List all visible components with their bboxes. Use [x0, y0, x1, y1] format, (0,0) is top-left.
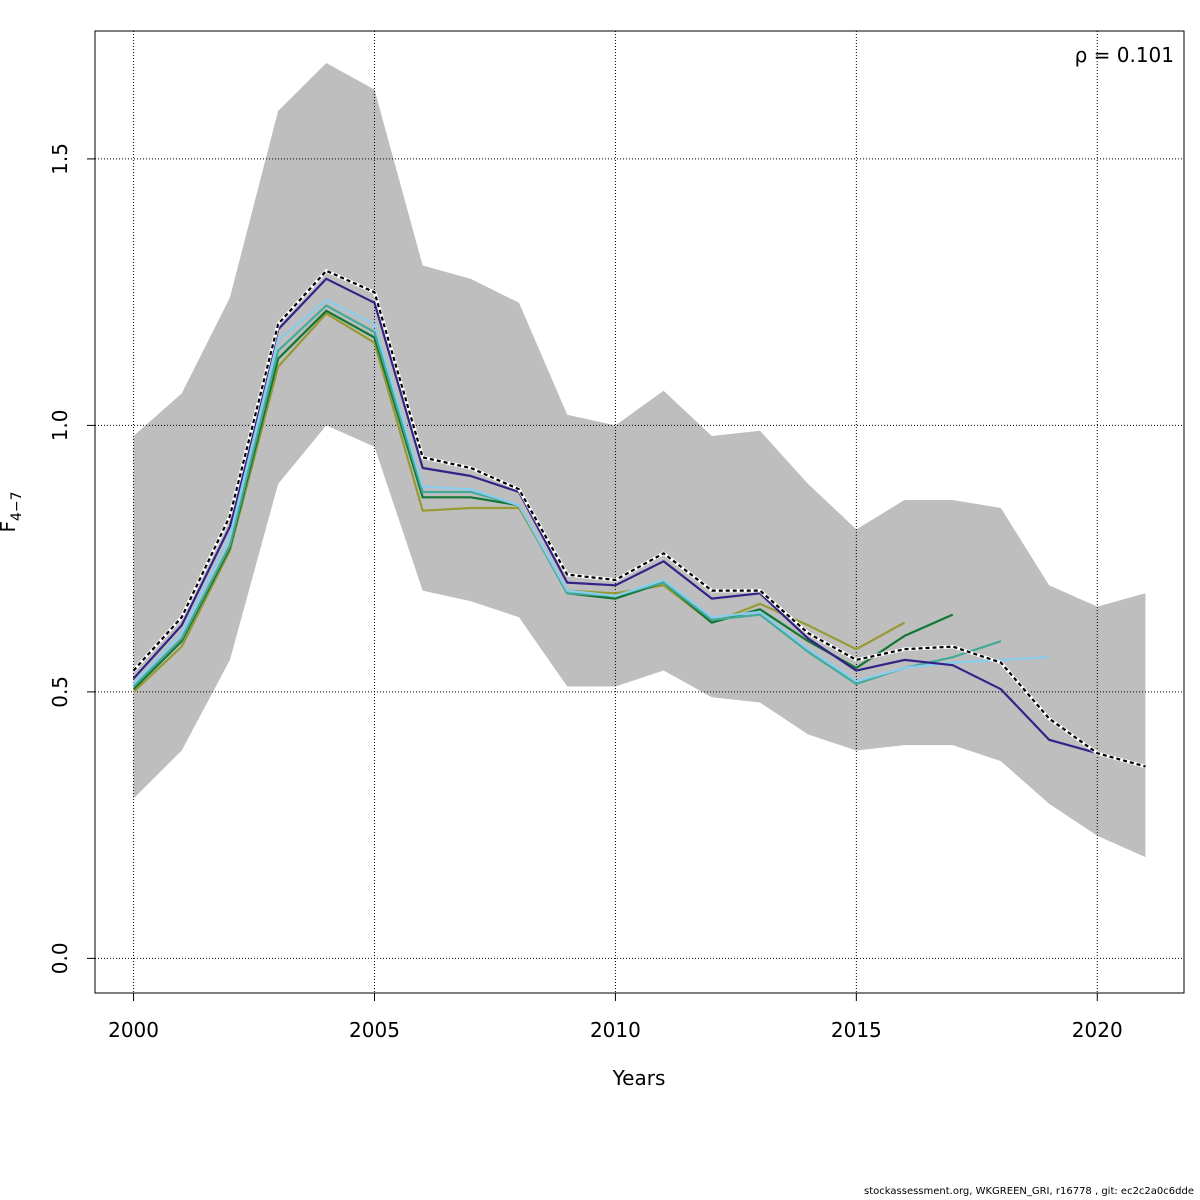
series-line-1 [132, 277, 1098, 755]
series-line-5 [132, 312, 906, 693]
y-tick-label-0.5: 0.5 [48, 676, 72, 708]
series-line-0 [132, 269, 1146, 768]
confidence-band-layer [133, 62, 1146, 858]
confidence-band [133, 62, 1146, 858]
grid-layer [95, 31, 1184, 993]
series-line-2 [132, 299, 1050, 685]
x-tick-label-2000: 2000 [108, 1018, 159, 1042]
y-axis-title-subscript: 4−7 [9, 491, 25, 521]
plot-frame [94, 30, 1185, 994]
series-layer [132, 269, 1146, 769]
x-axis-title: Years [612, 1066, 666, 1090]
y-axis-title-main: F [0, 521, 20, 533]
x-tick-label-2020: 2020 [1072, 1018, 1123, 1042]
axis-layer: 2000 2005 2010 2015 2020 0.0 0.5 1.0 1.5 [48, 30, 1185, 1042]
y-tick-label-1.0: 1.0 [48, 409, 72, 441]
rho-annotation: ρ = 0.101 [1075, 43, 1174, 67]
footer-credit: stockassessment.org, WKGREEN_GRI, r16778… [864, 1186, 1194, 1197]
x-tick-label-2005: 2005 [349, 1018, 400, 1042]
x-tick-label-2015: 2015 [831, 1018, 882, 1042]
series-line-3 [132, 304, 1002, 688]
y-tick-label-1.5: 1.5 [48, 143, 72, 175]
y-axis-title: F4−7 [0, 491, 25, 532]
y-tick-label-0.0: 0.0 [48, 942, 72, 974]
x-tick-label-2010: 2010 [590, 1018, 641, 1042]
